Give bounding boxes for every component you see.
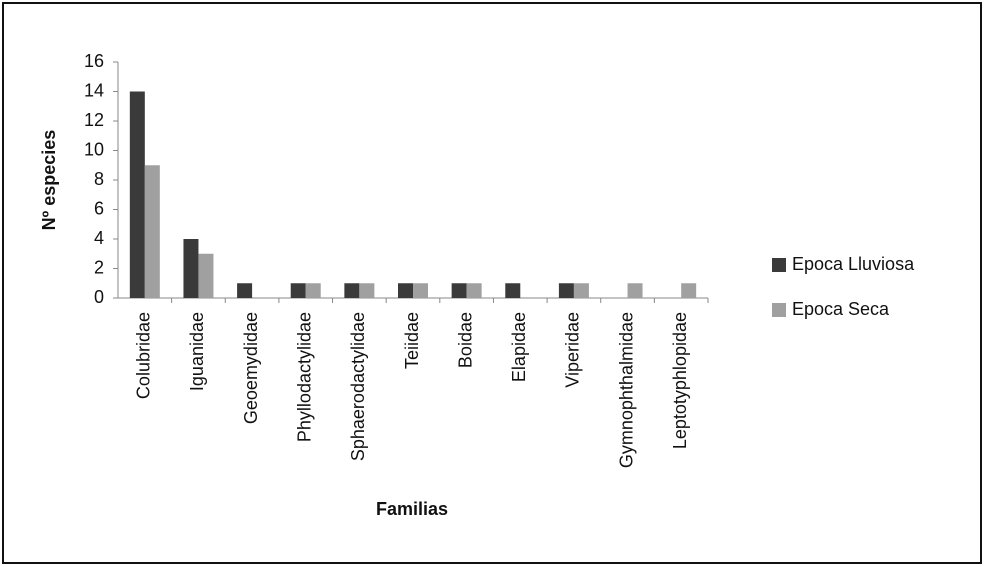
bar [627,283,643,298]
x-tick-label: Teiidae [402,312,422,369]
legend-swatch [772,303,786,317]
bar [681,283,697,298]
x-tick-label: Elapidae [509,312,529,382]
y-tick-label: 12 [84,110,104,130]
y-axis-label: Nº especies [39,130,59,231]
y-tick-label: 10 [84,139,104,159]
bar [413,283,428,298]
y-tick-label: 14 [84,80,104,100]
x-tick-label: Phyllodactylidae [294,312,314,442]
y-tick-label: 0 [94,287,104,307]
y-tick-label: 8 [94,169,104,189]
x-tick-label: Colubridae [134,312,154,399]
bar [505,283,521,298]
y-tick-label: 6 [94,198,104,218]
legend-label: Epoca Lluviosa [792,254,915,274]
bar [359,283,375,298]
y-tick-label: 4 [94,228,104,248]
bar [344,283,360,298]
bar [144,165,160,298]
y-tick-label: 2 [94,257,104,277]
x-tick-label: Gymnophthalmidae [616,312,636,468]
bar [573,283,589,298]
x-tick-label: Leptotyphlopidae [670,312,690,449]
x-tick-label: Boidae [455,312,475,368]
bar [451,283,467,298]
x-tick-label: Sphaerodactylidae [348,312,368,461]
x-tick-label: Viperidae [563,312,583,388]
bar [129,91,145,298]
bar [198,253,214,298]
bar [290,283,306,298]
bar [183,239,199,298]
x-tick-label: Iguanidae [187,312,207,391]
bar [466,283,482,298]
bar [237,283,253,298]
x-tick-label: Geoemydidae [241,312,261,424]
y-tick-label: 16 [84,51,104,71]
legend-label: Epoca Seca [792,299,890,319]
x-axis-label: Familias [376,499,448,519]
bar [305,283,321,298]
bar [398,283,413,298]
bar [558,283,574,298]
legend-swatch [772,258,786,272]
